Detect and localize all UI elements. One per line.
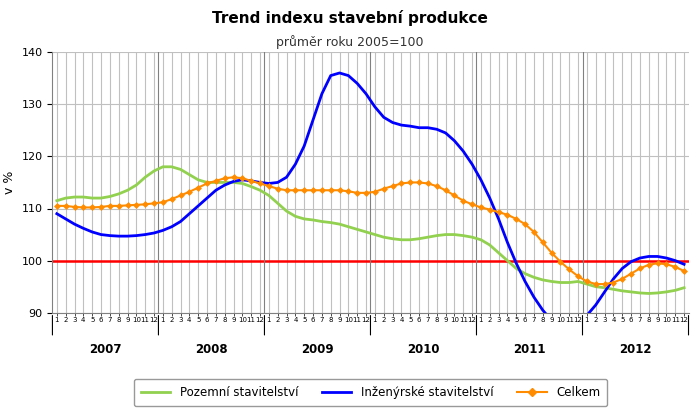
Inženýrské stavitelství [141, 232, 150, 237]
Pozemní stavitelství [680, 285, 689, 290]
Celkem [415, 180, 424, 185]
Legend: Pozemní stavitelství, Inženýrské stavitelství, Celkem: Pozemní stavitelství, Inženýrské stavite… [134, 379, 607, 406]
Pozemní stavitelství [141, 175, 150, 180]
Inženýrské stavitelství [415, 125, 424, 130]
Pozemní stavitelství [415, 236, 424, 241]
Inženýrské stavitelství [556, 323, 565, 328]
Celkem [680, 269, 689, 274]
Line: Celkem: Celkem [55, 175, 686, 286]
Pozemní stavitelství [273, 201, 282, 206]
Text: průměr roku 2005=100: průměr roku 2005=100 [275, 35, 424, 49]
Line: Pozemní stavitelství: Pozemní stavitelství [57, 167, 684, 294]
Pozemní stavitelství [159, 164, 167, 169]
Inženýrské stavitelství [644, 254, 653, 259]
Celkem [459, 198, 468, 203]
Celkem [486, 207, 494, 212]
Y-axis label: v %: v % [3, 171, 16, 194]
Celkem [229, 175, 238, 180]
Text: 2009: 2009 [301, 343, 334, 356]
Pozemní stavitelství [486, 242, 494, 247]
Line: Inženýrské stavitelství: Inženýrské stavitelství [57, 73, 684, 326]
Celkem [273, 186, 282, 191]
Celkem [52, 203, 61, 208]
Inženýrské stavitelství [459, 148, 468, 153]
Pozemní stavitelství [635, 290, 644, 295]
Text: 2012: 2012 [619, 343, 651, 356]
Pozemní stavitelství [52, 198, 61, 203]
Pozemní stavitelství [644, 291, 653, 296]
Celkem [141, 202, 150, 207]
Text: 2011: 2011 [513, 343, 546, 356]
Inženýrské stavitelství [680, 262, 689, 267]
Text: 2007: 2007 [89, 343, 122, 356]
Inženýrské stavitelství [486, 196, 494, 201]
Inženýrské stavitelství [336, 70, 344, 75]
Text: Trend indexu stavební produkce: Trend indexu stavební produkce [212, 10, 487, 26]
Celkem [591, 281, 600, 286]
Inženýrské stavitelství [52, 211, 61, 216]
Pozemní stavitelství [459, 233, 468, 238]
Inženýrské stavitelství [265, 181, 273, 186]
Celkem [644, 262, 653, 267]
Text: 2008: 2008 [195, 343, 228, 356]
Text: 2010: 2010 [408, 343, 440, 356]
